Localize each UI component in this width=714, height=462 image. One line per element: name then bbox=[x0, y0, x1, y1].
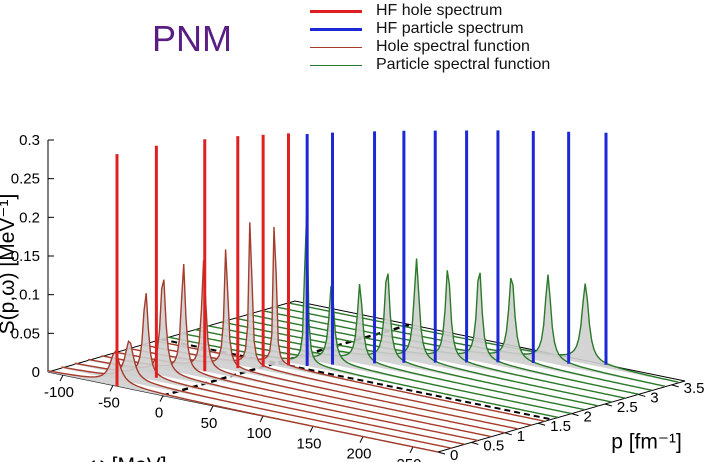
legend: HF hole spectrum HF particle spectrum Ho… bbox=[310, 2, 550, 74]
particle-spectral-curve-fill bbox=[221, 258, 612, 403]
particle-spectral-curve bbox=[194, 284, 586, 411]
legend-item-hf-particle: HF particle spectrum bbox=[310, 20, 550, 38]
particle-spectral-curve bbox=[221, 258, 612, 403]
legend-label-hf-particle: HF particle spectrum bbox=[376, 20, 524, 37]
z-tick-label: 0 bbox=[32, 364, 40, 381]
momentum-axis-title: p [fm⁻¹] bbox=[611, 431, 682, 454]
momentum-tick bbox=[537, 422, 546, 426]
hole-spectral-curve-fill bbox=[88, 279, 479, 441]
legend-swatch-hf-particle bbox=[310, 27, 362, 31]
particle-spectral-curve bbox=[234, 270, 626, 399]
omega-tick-label: 100 bbox=[246, 425, 271, 442]
omega-tick-label: -100 bbox=[44, 384, 74, 401]
particle-spectral-curve bbox=[261, 277, 652, 391]
momentum-tick bbox=[638, 393, 646, 397]
omega-tick-label: 0 bbox=[155, 405, 163, 422]
omega-tick bbox=[59, 374, 64, 382]
legend-label-hf-hole: HF hole spectrum bbox=[376, 2, 503, 19]
momentum-tick-label: 0 bbox=[450, 447, 458, 462]
momentum-tick-label: 1.5 bbox=[550, 418, 571, 435]
omega-tick bbox=[259, 415, 264, 423]
momentum-tick bbox=[437, 451, 446, 455]
z-axis: 0 0.05 0.1 0.15 0.2 0.25 0.3 bbox=[11, 132, 54, 381]
hole-spectral-curve bbox=[47, 350, 439, 453]
legend-swatch-hole-spectral bbox=[310, 46, 362, 48]
z-tick-label: 0.25 bbox=[11, 171, 40, 188]
legend-label-hole-spectral: Hole spectral function bbox=[376, 38, 530, 55]
omega-tick-label: 200 bbox=[346, 446, 371, 462]
legend-item-hole-spectral: Hole spectral function bbox=[310, 38, 550, 56]
omega-tick bbox=[209, 405, 214, 413]
momentum-tick-label: 3.5 bbox=[684, 380, 705, 397]
z-tick-label: 0.15 bbox=[11, 248, 40, 265]
particle-spectral-curve-fill bbox=[288, 283, 679, 383]
spectral-curves bbox=[47, 130, 679, 453]
z-tick-label: 0.05 bbox=[11, 325, 40, 342]
z-tick-label: 0.2 bbox=[19, 209, 40, 226]
legend-item-hf-hole: HF hole spectrum bbox=[310, 2, 550, 20]
legend-item-particle-spectral: Particle spectral function bbox=[310, 56, 550, 74]
omega-tick-label: 150 bbox=[296, 435, 321, 452]
fermi-momentum-line bbox=[161, 338, 552, 421]
omega-tick-label: 250 bbox=[396, 456, 421, 462]
momentum-tick-label: 2.5 bbox=[617, 399, 638, 416]
omega-tick bbox=[159, 395, 164, 402]
momentum-tick-label: 1 bbox=[517, 428, 525, 445]
axis-titles: S(p,ω) [MeV⁻¹] ω [MeV] p [fm⁻¹] bbox=[0, 194, 682, 462]
z-axis-title: S(p,ω) [MeV⁻¹] bbox=[0, 194, 19, 335]
hole-spectral-curve bbox=[61, 339, 452, 449]
momentum-tick bbox=[671, 384, 679, 388]
momentum-tick-label: 0.5 bbox=[483, 437, 504, 454]
z-tick-label: 0.1 bbox=[19, 287, 40, 304]
hole-spectral-curve-fill bbox=[101, 264, 492, 437]
hole-spectral-curve-fill bbox=[74, 293, 465, 445]
particle-spectral-curve bbox=[168, 207, 559, 419]
hole-spectral-curve-fill bbox=[128, 249, 519, 429]
momentum-tick bbox=[571, 413, 579, 417]
legend-swatch-hf-hole bbox=[310, 9, 362, 13]
omega-tick bbox=[309, 426, 314, 433]
omega-tick-label: 50 bbox=[201, 415, 218, 432]
momentum-tick bbox=[604, 403, 613, 407]
momentum-tick-label: 2 bbox=[584, 409, 592, 426]
omega-tick bbox=[359, 436, 364, 443]
legend-label-particle-spectral: Particle spectral function bbox=[376, 56, 551, 73]
omega-tick-label: -50 bbox=[98, 394, 120, 411]
momentum-tick bbox=[471, 441, 479, 445]
particle-spectral-curve bbox=[274, 274, 666, 387]
z-tick-label: 0.3 bbox=[19, 132, 40, 149]
omega-tick bbox=[409, 446, 414, 454]
panel-title: PNM bbox=[152, 18, 232, 59]
omega-axis-title: ω [MeV] bbox=[89, 454, 166, 462]
momentum-tick bbox=[504, 432, 512, 436]
omega-tick bbox=[109, 385, 114, 392]
momentum-axis: 0 0.5 1 1.5 2 2.5 3 3.5 bbox=[437, 380, 705, 462]
momentum-tick-label: 3 bbox=[650, 389, 658, 406]
hole-spectral-curve bbox=[74, 293, 465, 445]
omega-axis: -100 -50 0 50 100 150 200 250 bbox=[44, 374, 422, 462]
legend-swatch-particle-spectral bbox=[310, 64, 362, 66]
